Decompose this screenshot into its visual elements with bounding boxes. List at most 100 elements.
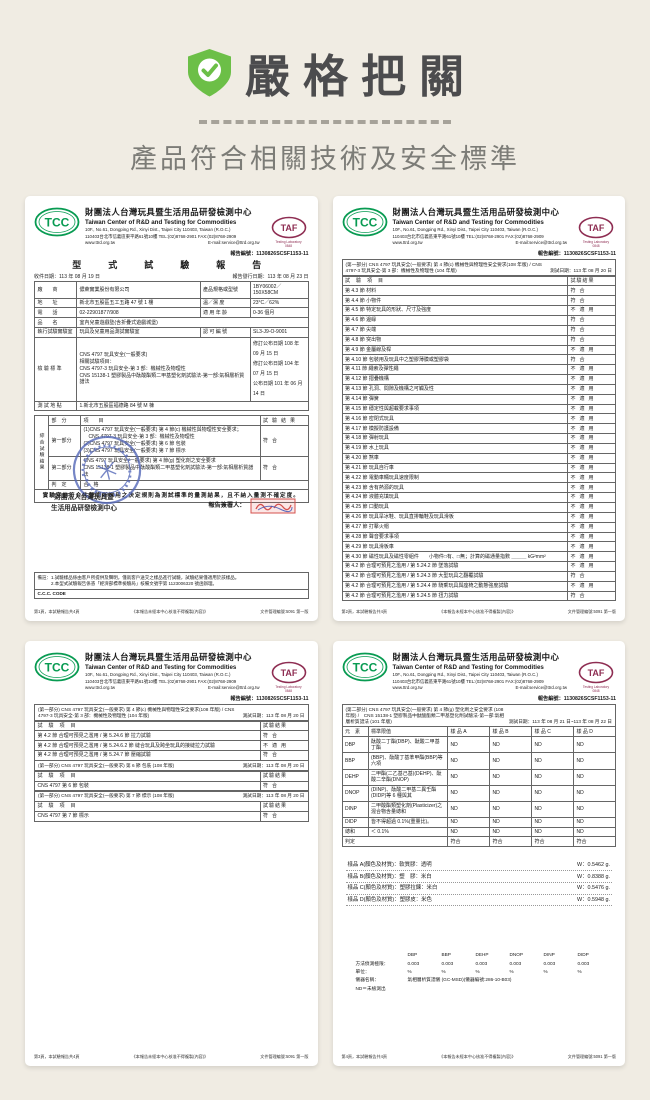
test-result: 符合 [567, 314, 616, 326]
info-value: 玩具及兒童用品測試實驗室 [76, 327, 201, 338]
test-item: 第 4.28 節 聲音要求事項 [341, 531, 568, 543]
limit-desc: 酞酸二丁酯(DBP)、酞酸二甲基丁酯 [367, 736, 448, 754]
summary-result-table: 綜合試驗結果 部 分 項 目 試驗結果 第一部分 (1)CNS 4797 玩具安… [34, 415, 309, 491]
taf-logo: TAF Testing Laboratory 0848 [576, 216, 616, 249]
test-items-table: 試驗項目 試驗結果 第 4.3 節 材料 符合 第 4.4 節 小物件 符合 [341, 275, 616, 602]
page-footer: 第3頁，本試驗報告共4頁 《本報告未經本中心核准不得複製(內容)》 文件管理編號… [34, 1053, 309, 1059]
col-test-result: 試驗結果 [567, 275, 616, 287]
part-result: 符合 [259, 455, 309, 481]
info-label: 測 試 地 點 [34, 400, 77, 412]
info-label: 執行試驗實驗室 [34, 327, 77, 338]
test-item: 第 4.27 節 打擊火帽 [341, 521, 568, 533]
shield-check-icon [187, 48, 231, 96]
info-label: 地 址 [34, 297, 77, 309]
page-footer: 第2頁，本試驗報告共4頁 《本報告未經本中心核准不得複製(內容)》 文件管理編號… [341, 608, 617, 614]
org-address-zh: 110403台北市信義區東平路61號10樓 TEL:(02)8768-2901 … [85, 233, 237, 239]
test-item-row: 第 4.16 節 密閉式玩具 不適用 [341, 413, 616, 425]
info-value: 23°C／62% [249, 297, 309, 309]
test-date: 測試日期：113 年 08 月 20 日 [550, 267, 612, 273]
test-item-row: CNS 4797 第 7 節 標示 符合 [34, 810, 309, 822]
test-item: 第 4.9 節 金屬線及桿 [341, 344, 568, 356]
test-result: 不適用 [567, 492, 616, 503]
phthalate-table: 元 素 標準限值 樣 品 A 樣 品 B 樣 品 C 樣 品 D DBP 酞酸二… [341, 726, 616, 848]
test-item-row: 第 4.27 節 打擊火帽 不適用 [341, 521, 616, 533]
test-item-row: 第 4.29 節 玩具滑板車 不適用 [341, 541, 616, 553]
test-item-row: 第 4.9 節 金屬線及桿 不適用 [341, 344, 616, 356]
test-item: 第 4.18 節 彈射玩具 [341, 433, 568, 444]
test-item: 第 4.14 節 彈簧 [341, 393, 568, 405]
limit-desc: ＜ 0.1% [367, 826, 448, 838]
test-item-row: 第 4.13 節 孔洞、間隙及機構之可觸及性 不適用 [341, 383, 616, 395]
test-result: 不適用 [567, 423, 616, 435]
section-header: 嚴格把關 產品符合相關技術及安全標準 [0, 0, 650, 176]
center-name-under-stamp: 財團法人台灣玩具暨 生活用品研發檢測中心 [51, 494, 117, 512]
test-item: 第 4.2 節 合理可預見之濫用 / 第 5.24.3 節 大型玩具之翻覆試驗 [341, 570, 568, 582]
test-result: 不適用 [567, 452, 616, 464]
test-item-row: 第 4.2 節 合理可預見之濫用 / 第 5.24.3 節 大型玩具之翻覆試驗 … [341, 570, 616, 582]
certificate-3: TCC 財團法人台灣玩具暨生活用品研發檢測中心 Taiwan Center of… [25, 641, 318, 1066]
report-title: 型 式 試 驗 報 告 [72, 260, 271, 271]
info-label: 品 名 [34, 317, 77, 329]
sample-descriptions: 樣品 A(顏色及材質)：軟質膠：透明 W：0.5462 g. 樣品 B(顏色及材… [342, 859, 617, 907]
test-item-row: 第 4.10 節 包裝用及玩具中之塑膠薄膜或塑膠袋 符合 [341, 354, 616, 366]
svg-text:TCC: TCC [45, 216, 70, 230]
test-item: 第 4.2 節 合理可預見之濫用 / 第 5.24.7 節 壓縮試驗 [34, 750, 261, 761]
test-result: 符合 [259, 750, 309, 761]
taf-subtext: Testing Laboratory [275, 240, 302, 245]
info-label: 產品規格或型號 [199, 281, 251, 299]
col-part: 部 分 [48, 415, 81, 427]
phthalate-row: DINP 二甲酸酯類塑化劑(Plasticizer)之混合物含量總和 ND ND… [341, 800, 616, 818]
test-item: 第 4.19 節 水上玩具 [341, 442, 568, 454]
test-item-row: 第 4.20 節 煞車 不適用 [341, 452, 616, 464]
test-item-row: 第 4.2 節 合理可預見之濫用 / 第 5.24.6 節 拉力試驗 符合 [34, 730, 309, 742]
element: DINP [341, 800, 369, 818]
limit-desc: 二甲酸酯類塑化劑(Plasticizer)之混合物含量總和 [367, 800, 448, 818]
taf-number: 0848 [284, 244, 293, 249]
test-result: 不適用 [567, 541, 616, 553]
signature-stamp [250, 498, 295, 514]
standard-header: (第二部分) CNS 4797 玩具安全(一般要求) 第 4 節(g) 塑化劑之… [341, 704, 616, 728]
test-item-row: 第 4.22 節 電動車輛玩具速度限制 不適用 [341, 472, 616, 484]
standard-header: (第一部分) CNS 4797 玩具安全(一般要求) 第 4 節(c) 機械性與… [341, 259, 616, 277]
svg-text:TAF: TAF [588, 668, 605, 678]
standard-header: (第一部分) CNS 4797 玩具安全(一般要求) 第 6 節 包裝 (108… [34, 760, 309, 772]
svg-text:TCC: TCC [352, 661, 377, 675]
limit-desc: (DINP)、酞酸二甲基二異壬酯(DIDP)等 6 種與其 [367, 784, 448, 802]
info-label: 溫／濕 度 [199, 297, 251, 309]
test-item: 第 4.4 節 小物件 [341, 295, 568, 307]
test-result: 不適用 [567, 344, 616, 356]
col-item: 項 目 [80, 415, 261, 427]
phthalate-row: DEHP 二甲酯(二乙基己基)(DEHP)、酞酸二辛酯(DNOP) ND ND … [341, 768, 616, 786]
svg-text:TAF: TAF [588, 223, 605, 233]
info-value: 新北市五股區五工五路 47 號 1 樓 [76, 297, 201, 309]
test-item: 第 4.26 節 玩具旱冰鞋、玩具直排輪鞋及玩具滑板 [341, 511, 568, 523]
test-item-row: 第 4.2 節 合理可預見之濫用 / 第 5.24.7 節 壓縮試驗 符合 [34, 750, 309, 761]
test-item: 第 4.7 節 尖端 [341, 324, 568, 336]
test-items-table: 試驗項目 試驗結果 第 4.2 節 合理可預見之濫用 / 第 5.24.6 節 … [34, 720, 309, 761]
test-item-row: 第 4.30 節 磁性玩具及磁性零組件 小物件□有、□無；計算的磁通量指數 ＿＿… [341, 551, 616, 563]
phthalate-row: 總和 ＜ 0.1% ND ND ND ND [341, 826, 616, 838]
method-info: DBP BBP DEHP DNOP DINP DIDP 方法偵測極限： 0.003 0.00… [342, 952, 617, 992]
test-result: 不適用 [567, 561, 616, 572]
test-result: 符合 [567, 324, 616, 336]
svg-text:TAF: TAF [280, 668, 297, 678]
svg-text:TCC: TCC [352, 216, 377, 230]
col-result: 試驗結果 [259, 415, 309, 427]
letterhead: TCC 財團法人台灣玩具暨生活用品研發檢測中心 Taiwan Center of… [342, 652, 617, 694]
tcc-logo-icon: TCC [34, 652, 80, 682]
test-result: 不適用 [567, 374, 616, 385]
specimen-info-table: 廠 商 儂萊實業股份有限公司 產品規格或型號 1BY06002／150X58CM… [34, 281, 309, 412]
test-item: 第 4.11 節 繩索及彈性繩 [341, 364, 568, 376]
org-name-zh: 財團法人台灣玩具暨生活用品研發檢測中心 [85, 207, 252, 217]
test-item-row: 第 4.19 節 水上玩具 不適用 [341, 442, 616, 454]
test-item-row: 第 4.28 節 聲音要求事項 不適用 [341, 531, 616, 543]
test-item: 第 4.2 節 合理可預見之濫用 / 第 5.24.5 節 扭力試驗 [341, 590, 568, 602]
test-result: 符合 [567, 590, 616, 602]
receive-date: 收件日期：113 年 08 月 19 日 [34, 273, 101, 280]
test-item-row: 第 4.14 節 彈簧 不適用 [341, 393, 616, 405]
test-item-row: 第 4.2 節 合理可預見之濫用 / 第 5.24.4 節 騎乘玩具與座椅之動態… [341, 580, 616, 592]
certificate-1: TCC 財團法人台灣玩具暨生活用品研發檢測中心 Taiwan Center of… [25, 196, 318, 621]
sample-line: 樣品 A(顏色及材質)：軟質膠：透明 W：0.5462 g. [345, 859, 612, 872]
test-items-table: 試驗項目 試驗結果 CNS 4797 第 7 節 標示 符合 [34, 801, 309, 822]
test-item-row: 第 4.21 節 玩具自行車 不適用 [341, 462, 616, 474]
